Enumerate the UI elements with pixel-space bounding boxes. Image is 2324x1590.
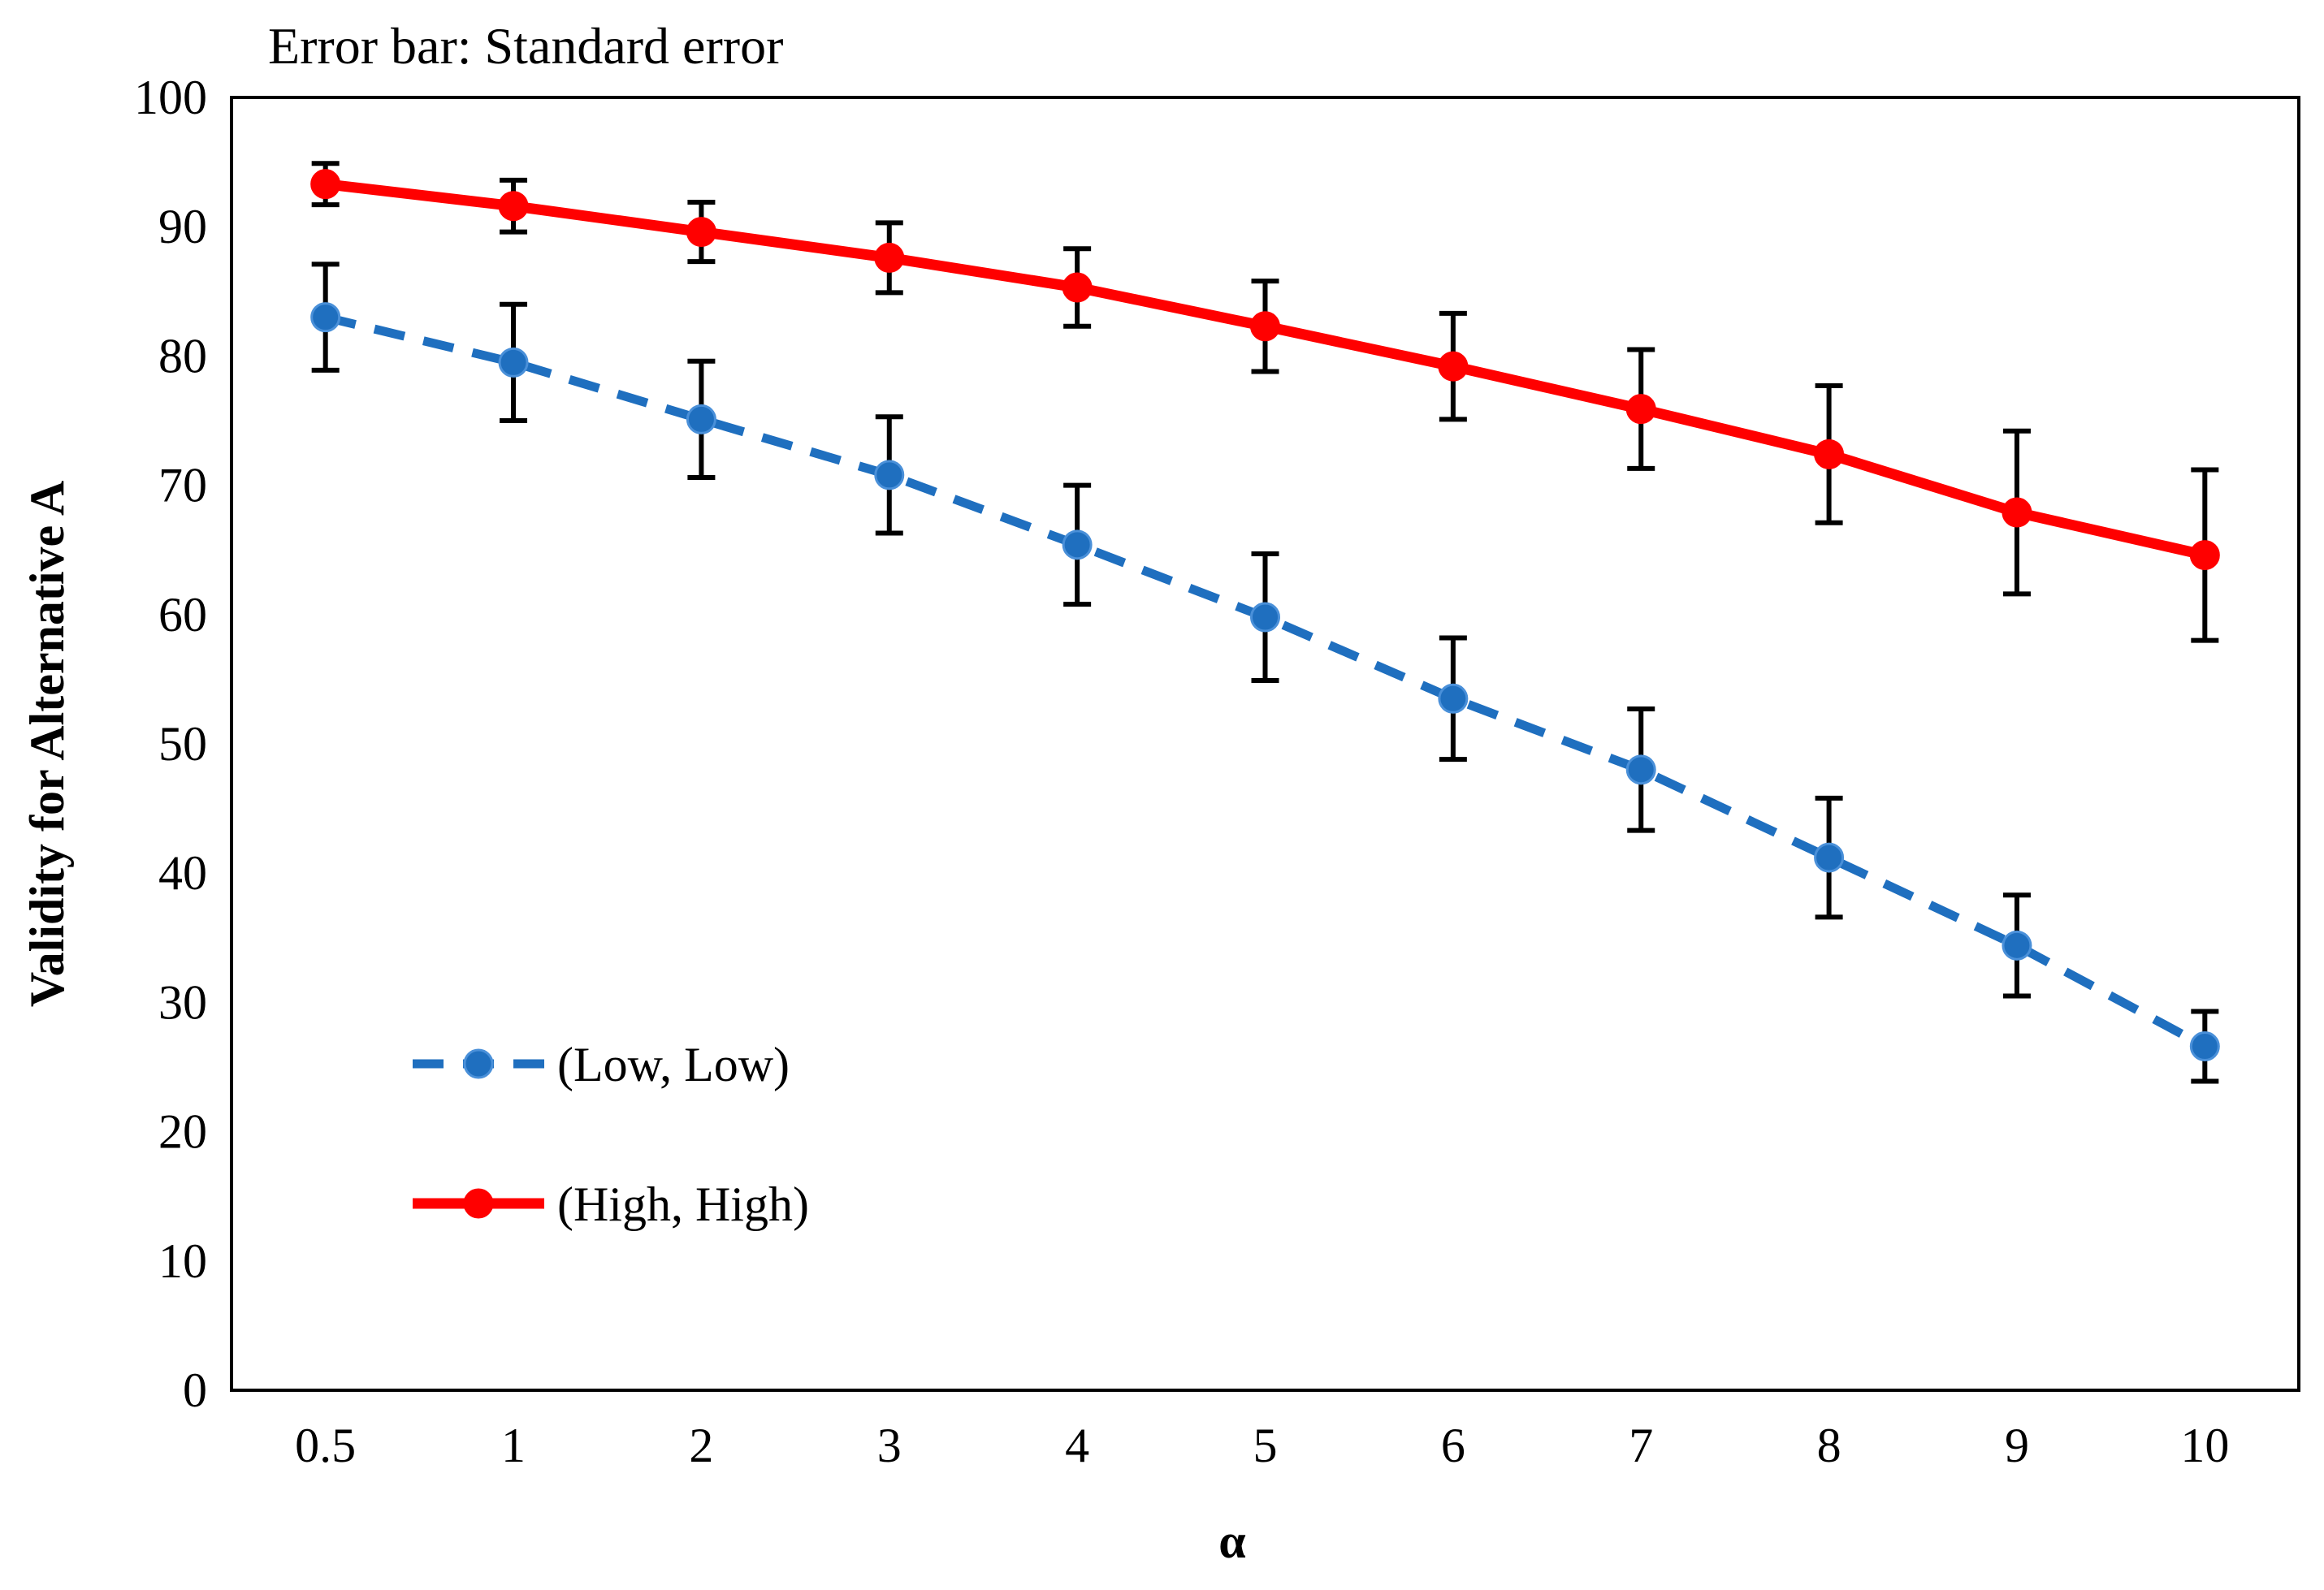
- y-tick-label: 20: [158, 1105, 207, 1159]
- data-point-low-low: [1062, 529, 1093, 560]
- data-point-high-high: [1250, 311, 1280, 342]
- data-point-low-low: [1438, 683, 1469, 714]
- y-tick-label: 60: [158, 588, 207, 642]
- data-point-high-high: [1814, 439, 1845, 469]
- data-point-high-high: [686, 217, 716, 248]
- x-tick-label: 8: [1817, 1419, 1841, 1472]
- x-tick-label: 7: [1629, 1419, 1653, 1472]
- x-tick-label: 2: [689, 1419, 713, 1472]
- data-point-high-high: [1625, 394, 1656, 425]
- data-point-high-high: [2002, 497, 2032, 528]
- data-point-high-high: [1062, 272, 1093, 303]
- y-axis-ticks: 0 10 20 30 40 50 60 70 80 90 100: [134, 71, 207, 1417]
- x-tick-label: 1: [501, 1419, 526, 1472]
- y-tick-label: 70: [158, 459, 207, 512]
- x-tick-label: 4: [1065, 1419, 1089, 1472]
- y-tick-label: 90: [158, 200, 207, 253]
- data-point-low-low: [310, 302, 341, 333]
- y-tick-label: 10: [158, 1234, 207, 1288]
- series-layer: [310, 161, 2220, 1084]
- data-point-high-high: [2189, 540, 2220, 571]
- x-tick-label: 3: [877, 1419, 902, 1472]
- y-tick-label: 0: [183, 1363, 207, 1417]
- chart-annotation: Error bar: Standard error: [268, 17, 783, 75]
- y-tick-label: 50: [158, 717, 207, 771]
- data-point-low-low: [498, 347, 529, 378]
- y-tick-label: 100: [134, 71, 207, 124]
- data-point-low-low: [2189, 1031, 2220, 1062]
- data-point-low-low: [1814, 842, 1845, 873]
- data-point-high-high: [1438, 351, 1469, 382]
- data-point-high-high: [498, 191, 529, 222]
- y-tick-label: 30: [158, 975, 207, 1029]
- x-tick-label: 0.5: [295, 1419, 356, 1472]
- x-axis-title: α: [1218, 1514, 1246, 1568]
- legend-marker-low-low: [463, 1048, 494, 1079]
- data-point-high-high: [874, 242, 905, 273]
- data-point-low-low: [1625, 754, 1656, 785]
- legend-label-high-high: (High, High): [557, 1177, 809, 1231]
- data-point-low-low: [1250, 602, 1280, 633]
- data-point-high-high: [310, 169, 341, 200]
- y-tick-label: 80: [158, 329, 207, 382]
- legend: (Low, Low) (High, High): [413, 1038, 809, 1231]
- data-point-low-low: [874, 460, 905, 490]
- legend-marker-high-high: [463, 1188, 494, 1219]
- x-axis-ticks: 0.5 1 2 3 4 5 6 7 8 9 10: [295, 1419, 2229, 1472]
- x-tick-label: 6: [1441, 1419, 1465, 1472]
- x-tick-label: 10: [2180, 1419, 2229, 1472]
- x-tick-label: 5: [1253, 1419, 1278, 1472]
- legend-label-low-low: (Low, Low): [557, 1038, 790, 1091]
- x-tick-label: 9: [2005, 1419, 2029, 1472]
- data-point-low-low: [686, 404, 716, 434]
- data-point-low-low: [2002, 930, 2032, 961]
- y-axis-title: Validity for Alternative A: [20, 481, 74, 1007]
- y-tick-label: 40: [158, 846, 207, 900]
- plot-area-frame: [230, 96, 2300, 1392]
